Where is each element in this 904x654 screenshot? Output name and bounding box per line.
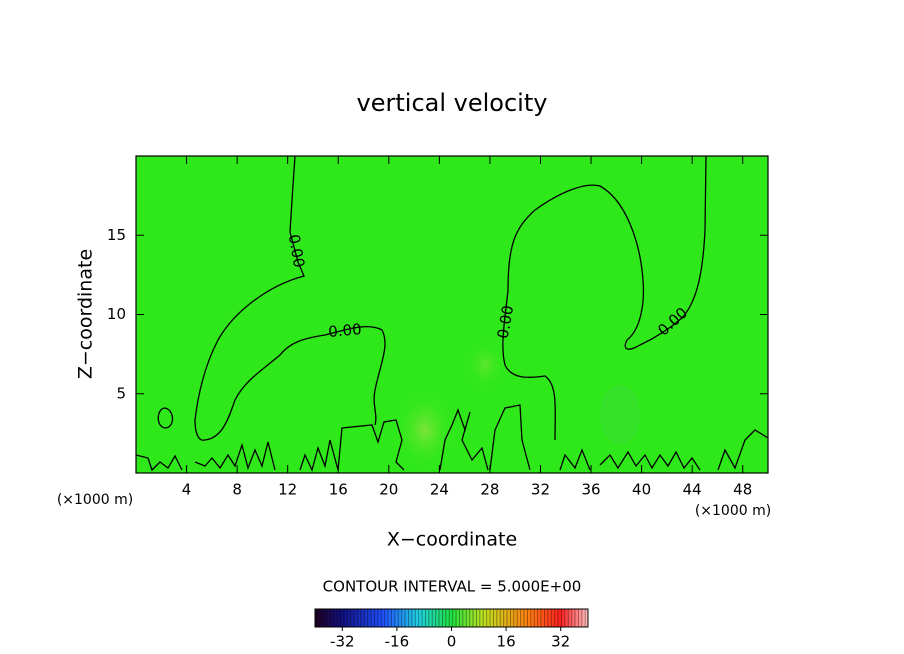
colorbar-tick-label: 0 <box>447 633 457 651</box>
y-axis-label: Z−coordinate <box>75 249 97 379</box>
colorbar-stripes <box>315 609 588 627</box>
contour-line <box>194 155 386 441</box>
colorbar-tick-label: -32 <box>330 633 355 651</box>
colorbar-tick-label: 32 <box>551 633 570 651</box>
field-patch <box>465 340 505 390</box>
x-tick-label: 48 <box>733 481 752 499</box>
contour-label: 0.00 <box>285 233 309 269</box>
contour-label: 0.00 <box>328 320 363 341</box>
y-tick-label: 15 <box>107 226 126 244</box>
x-tick-label: 40 <box>632 481 651 499</box>
contour-label: 0.00 <box>494 304 518 340</box>
y-tick-label: 10 <box>107 305 126 323</box>
x-unit-label: (×1000 m) <box>695 503 771 519</box>
x-tick-label: 32 <box>531 481 550 499</box>
x-tick-label: 12 <box>278 481 297 499</box>
x-tick-label: 16 <box>329 481 348 499</box>
x-tick-label: 28 <box>480 481 499 499</box>
x-tick-label: 8 <box>232 481 242 499</box>
chart-title: vertical velocity <box>357 89 548 117</box>
x-tick-label: 4 <box>182 481 192 499</box>
x-axis-label: X−coordinate <box>387 529 517 551</box>
x-tick-label: 20 <box>379 481 398 499</box>
x-tick-label: 44 <box>683 481 702 499</box>
contour-interval: CONTOUR INTERVAL = 5.000E+00 <box>323 578 582 596</box>
contour-line <box>157 407 174 429</box>
y-tick-label: 5 <box>116 384 126 402</box>
field-patch <box>395 390 455 470</box>
y-unit-label: (×1000 m) <box>57 492 133 508</box>
contour-lines <box>135 155 769 472</box>
contour-line <box>135 404 769 472</box>
colorbar-tick-label: 16 <box>497 633 516 651</box>
colorbar-tick-label: -16 <box>385 633 410 651</box>
field-patch <box>600 385 640 445</box>
contour-line <box>502 155 707 441</box>
x-tick-label: 24 <box>430 481 449 499</box>
x-tick-label: 36 <box>581 481 600 499</box>
